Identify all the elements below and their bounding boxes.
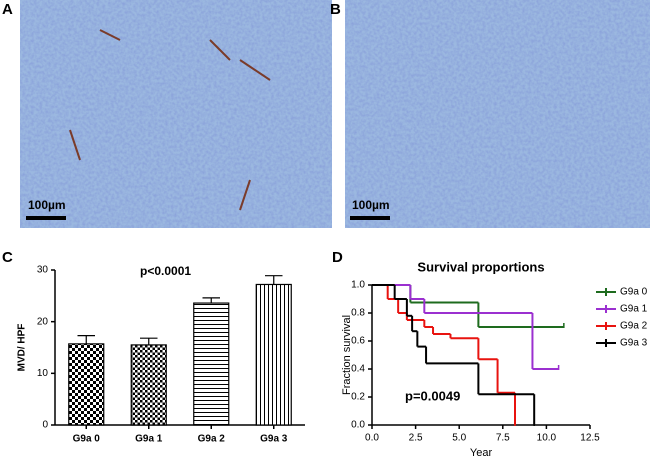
micrograph-a — [20, 0, 332, 228]
y-tick-label: 20 — [37, 316, 49, 327]
y-tick-label: 10 — [37, 368, 49, 379]
panel-label: D — [332, 249, 343, 266]
x-tick-label: 12.5 — [580, 433, 600, 444]
error-bar — [202, 297, 220, 304]
y-tick-label: 0 — [42, 420, 48, 431]
chart-title: Survival proportions — [417, 259, 544, 274]
y-tick-label: 30 — [37, 265, 49, 276]
bar — [193, 302, 230, 426]
bar — [255, 283, 292, 426]
legend-label: G9a 2 — [620, 321, 648, 332]
y-tick-label: 0.6 — [351, 336, 365, 347]
legend-label: G9a 1 — [620, 304, 648, 315]
x-tick-label: 0.0 — [365, 433, 379, 444]
y-axis-label: Fraction survival — [341, 315, 353, 395]
panel-label: B — [330, 1, 341, 18]
panel-label: C — [2, 249, 13, 266]
panel-label: A — [2, 1, 13, 18]
x-tick-label: G9a 2 — [198, 434, 226, 445]
bar — [68, 343, 105, 426]
error-bar — [265, 275, 283, 285]
scale-bar-label: 100µm — [28, 198, 66, 212]
error-bar — [77, 335, 95, 344]
x-tick-label: 5.0 — [452, 433, 466, 444]
x-tick-label: G9a 1 — [135, 434, 163, 445]
y-tick-label: 0.8 — [351, 308, 365, 319]
bar — [130, 344, 167, 426]
annotation: p<0.0001 — [140, 264, 191, 278]
x-tick-label: G9a 0 — [73, 434, 101, 445]
y-tick-label: 0.2 — [351, 392, 365, 403]
x-tick-label: 2.5 — [409, 433, 423, 444]
annotation: p=0.0049 — [405, 388, 460, 403]
legend-label: G9a 3 — [620, 338, 648, 349]
x-tick-label: G9a 3 — [260, 434, 288, 445]
y-tick-label: 0.0 — [351, 420, 365, 431]
x-axis-label: Year — [470, 447, 493, 459]
micrograph-b — [345, 0, 650, 228]
y-tick-label: 1.0 — [351, 280, 365, 291]
y-axis-label: MVD/ HPF — [17, 324, 28, 372]
x-tick-label: 10.0 — [537, 433, 557, 444]
scale-bar-label: 100µm — [352, 198, 390, 212]
legend-label: G9a 0 — [620, 287, 648, 298]
y-tick-label: 0.4 — [351, 364, 365, 375]
x-tick-label: 7.5 — [496, 433, 510, 444]
error-bar — [140, 337, 158, 345]
